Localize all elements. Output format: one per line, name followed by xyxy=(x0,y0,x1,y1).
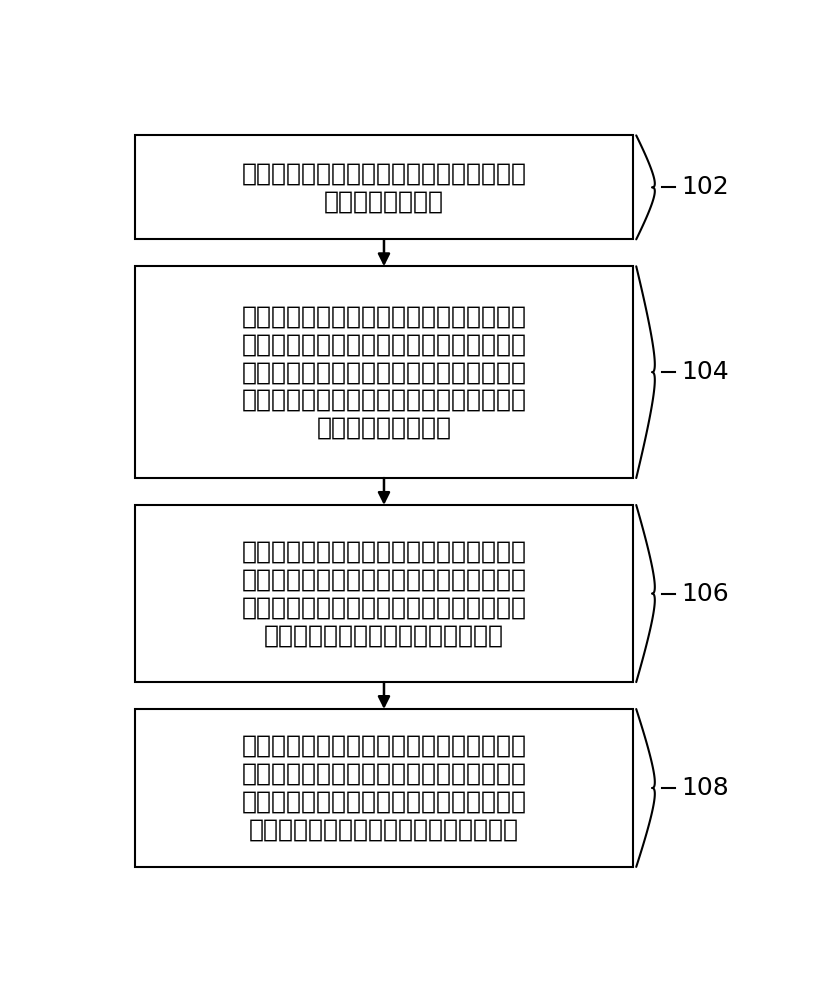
Text: 104: 104 xyxy=(681,360,728,384)
FancyBboxPatch shape xyxy=(135,709,633,867)
Text: 阵，将实时数据矩阵输入训练好的卷积降噪: 阵，将实时数据矩阵输入训练好的卷积降噪 xyxy=(241,762,527,786)
FancyBboxPatch shape xyxy=(135,505,633,682)
Text: 系数对历史初始特征集进行搜索，得到历史: 系数对历史初始特征集进行搜索，得到历史 xyxy=(241,332,527,356)
Text: 102: 102 xyxy=(681,175,728,199)
Text: 网络，得到异常水平值，根据异常水平值与: 网络，得到异常水平值，根据异常水平值与 xyxy=(241,790,527,814)
Text: 练预先构建的卷积降噪网络，得到训练好的: 练预先构建的卷积降噪网络，得到训练好的 xyxy=(241,596,527,620)
Text: 106: 106 xyxy=(681,582,728,606)
Text: 相关特征子集，根据历史相关特征子集的特: 相关特征子集，根据历史相关特征子集的特 xyxy=(241,360,527,384)
Text: 征代表性指标筛除相关特征子集内的冗余特: 征代表性指标筛除相关特征子集内的冗余特 xyxy=(241,388,527,412)
Text: 为历史初始特征集: 为历史初始特征集 xyxy=(324,189,444,213)
Text: 根据历史特征集，得到历史数据矩阵，将历: 根据历史特征集，得到历史数据矩阵，将历 xyxy=(241,540,527,564)
FancyBboxPatch shape xyxy=(135,266,633,478)
FancyBboxPatch shape xyxy=(135,135,633,239)
Text: 获取设备的初期无故障运行数据的特征集作: 获取设备的初期无故障运行数据的特征集作 xyxy=(241,161,527,185)
Text: 卷积降噪网络和训练样本的异常阈值: 卷积降噪网络和训练样本的异常阈值 xyxy=(264,623,504,647)
Text: 获取设备的实时运行数据对应的实时数据矩: 获取设备的实时运行数据对应的实时数据矩 xyxy=(241,734,527,758)
Text: 108: 108 xyxy=(681,776,728,800)
Text: 史数据矩阵作为训练样本，根据训练样本训: 史数据矩阵作为训练样本，根据训练样本训 xyxy=(241,568,527,592)
Text: 征，得到历史特征集: 征，得到历史特征集 xyxy=(316,416,452,440)
Text: 异常阈值的大小关系，判断设备是否异常: 异常阈值的大小关系，判断设备是否异常 xyxy=(249,818,519,842)
Text: 根据历史初始特征集中特征之间的距离相关: 根据历史初始特征集中特征之间的距离相关 xyxy=(241,304,527,328)
